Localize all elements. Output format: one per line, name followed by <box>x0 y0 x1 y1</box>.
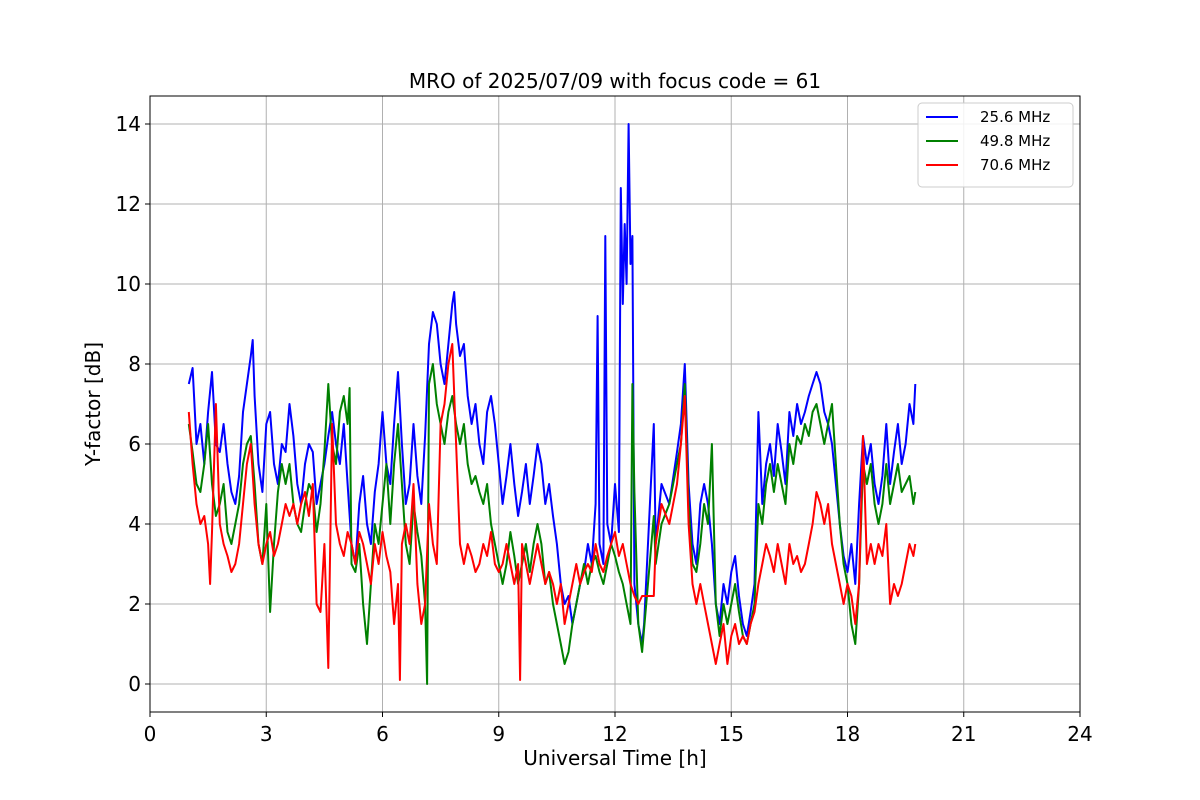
y-tick-label: 12 <box>116 192 141 216</box>
y-tick-label: 6 <box>128 432 141 456</box>
x-axis-ticks: 0 3 6 9 12 15 18 21 24 <box>144 712 1093 746</box>
x-axis-label: Universal Time [h] <box>523 746 706 770</box>
x-tick-label: 21 <box>951 722 976 746</box>
x-tick-label: 12 <box>602 722 627 746</box>
y-axis-ticks: 0 2 4 6 8 10 12 14 <box>116 112 150 696</box>
x-tick-label: 6 <box>376 722 389 746</box>
series-line-70-6-mhz <box>187 343 917 681</box>
x-tick-label: 9 <box>492 722 505 746</box>
x-tick-label: 18 <box>835 722 860 746</box>
x-tick-label: 24 <box>1067 722 1092 746</box>
grid-lines <box>149 96 1081 712</box>
series-line-49-8-mhz <box>187 363 917 685</box>
legend-label: 49.8 MHz <box>980 132 1050 150</box>
y-tick-label: 10 <box>116 272 141 296</box>
x-tick-label: 0 <box>144 722 157 746</box>
y-tick-label: 2 <box>128 592 141 616</box>
legend-label: 25.6 MHz <box>980 108 1050 126</box>
chart-title: MRO of 2025/07/09 with focus code = 61 <box>409 69 821 93</box>
y-tick-label: 14 <box>116 112 141 136</box>
y-axis-label: Y-factor [dB] <box>81 342 105 467</box>
series-line-25-6-mhz <box>187 123 917 645</box>
legend-label: 70.6 MHz <box>980 156 1050 174</box>
y-tick-label: 8 <box>128 352 141 376</box>
x-tick-label: 3 <box>260 722 273 746</box>
legend: 25.6 MHz 49.8 MHz 70.6 MHz <box>917 102 1074 188</box>
x-tick-label: 15 <box>719 722 744 746</box>
y-tick-label: 0 <box>128 672 141 696</box>
series-lines <box>187 123 917 685</box>
y-tick-label: 4 <box>128 512 141 536</box>
